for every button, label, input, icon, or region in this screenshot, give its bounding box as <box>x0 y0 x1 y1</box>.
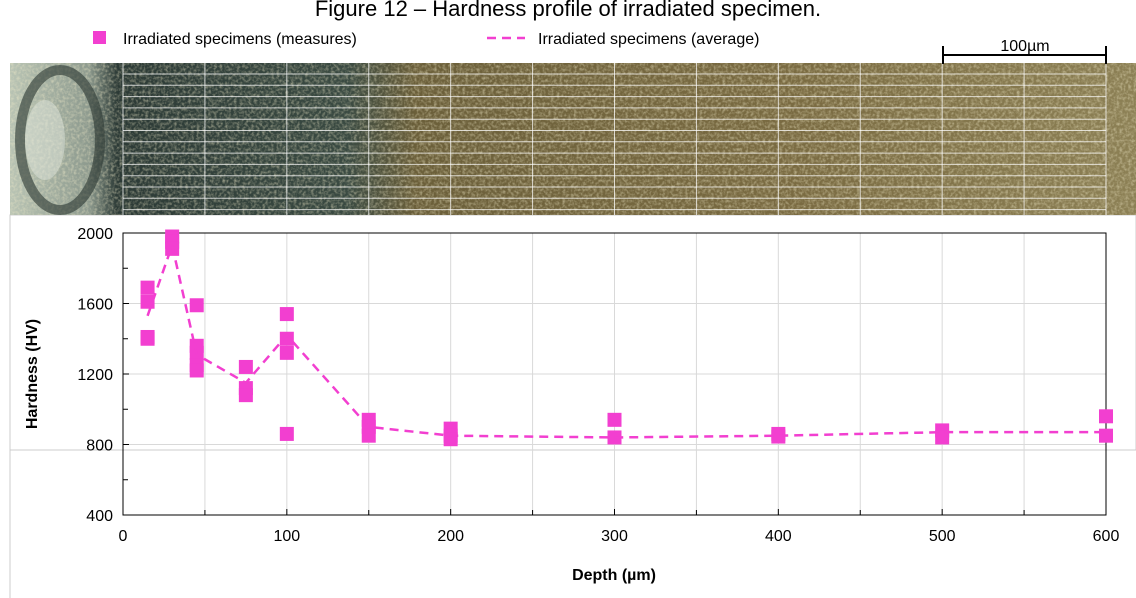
marker <box>1099 409 1113 424</box>
x-tick-label: 100 <box>273 528 300 545</box>
legend-swatch <box>93 31 106 44</box>
micrograph <box>10 63 1136 215</box>
legend-label: Irradiated specimens (measures) <box>123 31 357 48</box>
image-frame <box>9 214 1136 451</box>
marker <box>443 432 458 447</box>
y-axis-title: Hardness (HV) <box>24 319 41 429</box>
marker <box>189 363 204 378</box>
marker <box>771 429 786 444</box>
marker <box>140 280 155 295</box>
marker <box>1099 428 1113 443</box>
legend-label: Irradiated specimens (average) <box>538 31 759 48</box>
x-tick-label: 0 <box>119 528 128 545</box>
y-tick-label: 1600 <box>77 297 113 314</box>
y-tick-label: 400 <box>86 508 113 525</box>
marker <box>279 426 294 441</box>
marker <box>607 412 622 427</box>
x-tick-label: 600 <box>1093 528 1120 545</box>
marker <box>238 359 253 374</box>
scale-bar <box>942 46 1107 64</box>
marker <box>140 294 155 309</box>
average-line <box>146 240 1106 439</box>
marker <box>189 298 204 313</box>
x-tick-label: 200 <box>437 528 464 545</box>
y-tick-label: 1200 <box>77 367 113 384</box>
x-tick-label: 300 <box>601 528 628 545</box>
x-tick-label: 500 <box>929 528 956 545</box>
marker <box>140 331 155 346</box>
scale-bar-label: 100µm <box>1000 38 1049 55</box>
x-axis-title: Depth (µm) <box>572 567 656 584</box>
chart-title: Figure 12 – Hardness profile of irradiat… <box>315 0 821 21</box>
marker <box>361 428 376 443</box>
plot-frame <box>122 232 1107 516</box>
marker <box>279 345 294 360</box>
marker <box>279 307 294 322</box>
y-tick-label: 800 <box>86 438 113 455</box>
marker <box>279 331 294 346</box>
x-tick-label: 400 <box>765 528 792 545</box>
marker <box>935 430 950 445</box>
y-tick-label: 2000 <box>77 226 113 243</box>
marker <box>238 388 253 403</box>
